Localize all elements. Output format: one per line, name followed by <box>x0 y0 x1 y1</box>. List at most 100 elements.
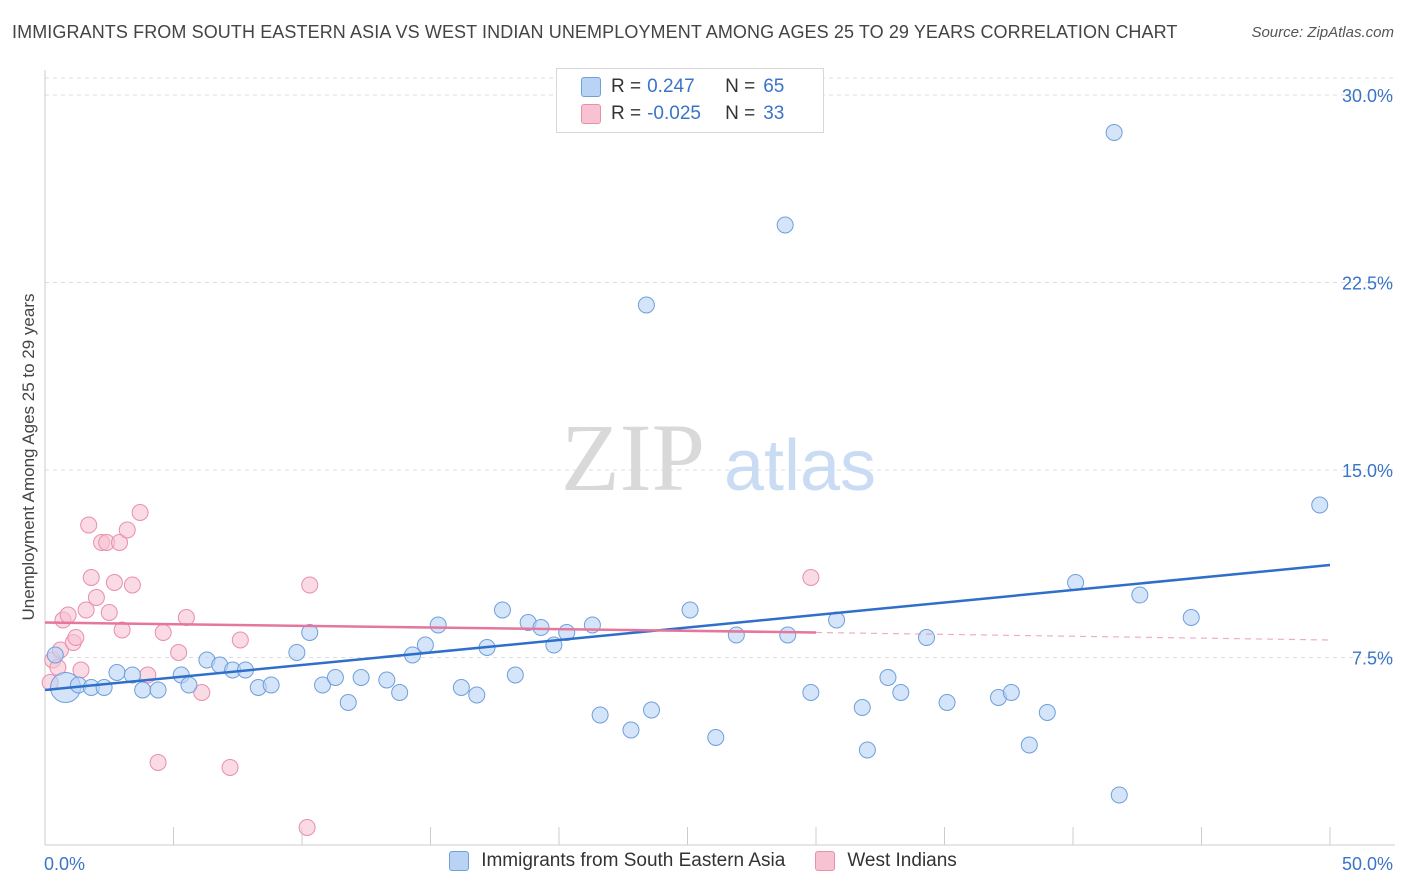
y-axis-label: Unemployment Among Ages 25 to 29 years <box>19 293 38 621</box>
west-indians-points <box>41 504 820 836</box>
west-indians-point <box>80 516 98 534</box>
sea-point <box>1131 586 1149 604</box>
west-indians-point <box>123 576 141 594</box>
sea-point <box>46 646 64 664</box>
sea-point <box>288 644 306 661</box>
west-indians-point <box>118 521 136 539</box>
sea-point <box>123 666 141 684</box>
sea-point <box>452 679 470 696</box>
sea-point <box>643 701 661 719</box>
sea-point <box>134 681 152 699</box>
legend-swatch-blue <box>581 77 601 97</box>
sea-point <box>95 679 113 696</box>
sea-point <box>622 721 640 739</box>
sea-point <box>779 626 797 644</box>
sea-point <box>802 684 820 701</box>
legend-swatch-pink <box>581 104 601 124</box>
sea-point <box>314 676 332 694</box>
y-tick-label: 15.0% <box>1342 461 1393 481</box>
sea-point <box>108 664 126 681</box>
axes <box>44 70 1395 846</box>
west-indians-point <box>802 569 820 586</box>
y-tick-label: 7.5% <box>1352 649 1393 669</box>
west-indians-point <box>59 606 77 624</box>
west-indians-point <box>77 601 95 619</box>
sea-point <box>1311 496 1329 514</box>
tick-labels: 7.5% 15.0% 22.5% 30.0% 0.0% 50.0% <box>44 86 1393 874</box>
sea-point <box>681 601 699 619</box>
legend-n-label: N = <box>725 103 756 124</box>
sea-point <box>352 669 370 686</box>
sea-point <box>707 729 725 746</box>
sea-point <box>416 636 434 654</box>
series-label-west-indians: West Indians <box>847 850 957 871</box>
sea-point <box>1110 786 1128 804</box>
grid-lines <box>45 77 1395 658</box>
series-legend-west-indians: West Indians <box>815 850 957 872</box>
sea-point <box>532 619 550 636</box>
source-label: Source: ZipAtlas.com <box>1251 24 1394 41</box>
watermark-zip: ZIP <box>561 404 705 511</box>
legend-r-label: R = <box>611 103 642 124</box>
west-indians-point <box>111 534 129 551</box>
west-indians-trend-line <box>44 621 817 634</box>
sea-point <box>468 686 486 704</box>
sea-point <box>892 684 910 701</box>
legend-row-sea: R = 0.247 N = 65 <box>581 74 784 100</box>
sea-point <box>858 741 876 759</box>
west-indians-point <box>221 759 239 776</box>
sea-point <box>378 671 396 689</box>
sea-trend-line <box>44 563 1331 692</box>
sea-point <box>637 296 655 314</box>
legend-r-value: -0.025 <box>647 103 701 124</box>
series-legend-sea: Immigrants from South Eastern Asia <box>449 850 785 872</box>
sea-point <box>326 669 344 686</box>
correlation-legend: R = 0.247 N = 65 R = -0.025 N = 33 <box>556 68 824 133</box>
series-label-sea: Immigrants from South Eastern Asia <box>481 850 786 871</box>
sea-point <box>180 676 198 694</box>
sea-point <box>591 706 609 724</box>
sea-point <box>1020 736 1038 754</box>
legend-n-value: 65 <box>763 76 785 97</box>
west-indians-point <box>113 621 131 639</box>
x-tick-label: 50.0% <box>1342 854 1393 874</box>
series-swatch-pink <box>815 851 836 871</box>
legend-r-value: 0.247 <box>647 76 695 97</box>
y-tick-label: 22.5% <box>1342 274 1393 294</box>
series-swatch-blue <box>449 851 470 871</box>
legend-n-label: N = <box>725 76 756 97</box>
sea-point <box>506 666 524 684</box>
west-indians-point <box>301 576 319 594</box>
x-tick-label: 0.0% <box>44 854 85 874</box>
sea-point <box>493 601 511 619</box>
west-indians-point <box>170 644 188 661</box>
watermark-atlas: atlas <box>724 426 876 506</box>
west-indians-point <box>67 629 85 646</box>
series-legend: Immigrants from South Eastern Asia West … <box>0 850 1406 872</box>
sea-point <box>262 676 280 694</box>
sea-point <box>1002 684 1020 701</box>
sea-point <box>149 681 167 699</box>
sea-point <box>429 616 447 634</box>
west-indians-point <box>154 624 172 641</box>
chart-title: IMMIGRANTS FROM SOUTH EASTERN ASIA VS WE… <box>12 22 1178 42</box>
west-indians-trend-extension <box>815 631 1331 641</box>
west-indians-point <box>100 604 118 621</box>
sea-point <box>918 629 936 646</box>
west-indians-point <box>82 569 100 586</box>
y-tick-label: 30.0% <box>1342 86 1393 106</box>
watermark: ZIP atlas <box>561 404 876 511</box>
sea-point <box>391 684 409 701</box>
west-indians-point <box>193 684 211 701</box>
west-indians-point <box>131 504 149 521</box>
sea-point <box>853 699 871 716</box>
trend-lines <box>44 563 1331 692</box>
sea-point <box>339 694 357 711</box>
legend-n-value: 33 <box>763 103 785 124</box>
sea-point <box>1038 704 1056 721</box>
west-indians-point <box>105 574 123 591</box>
legend-r-label: R = <box>611 76 642 97</box>
sea-point <box>938 694 956 711</box>
legend-row-west-indians: R = -0.025 N = 33 <box>581 101 784 127</box>
